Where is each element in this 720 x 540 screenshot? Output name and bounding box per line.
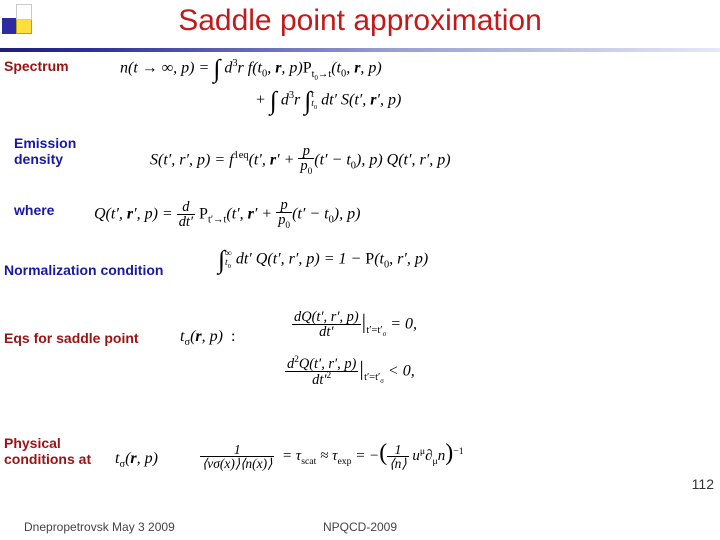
eq-saddle-deriv1: dQ(t′, r′, p)dt′|t′=t′σ = 0, <box>292 310 417 340</box>
eq-physical: 1⟨vσ(x)⟩⟨n(x)⟩ = τscat ≈ τexp = −(1⟨n⟩ u… <box>200 440 464 471</box>
title-underline <box>0 48 720 52</box>
eq-spectrum-line1: n(t → ∞, p) = ∫ d3r f(t0, r, p)Pt0→t(t0,… <box>120 58 382 82</box>
footer-conference: NPQCD-2009 <box>0 520 720 534</box>
page-number: 112 <box>692 476 714 492</box>
eq-saddle-symbol: tσ(r, p) : <box>180 328 235 348</box>
label-saddle: Eqs for saddle point <box>4 330 139 346</box>
eq-physical-symbol: tσ(r, p) <box>115 450 158 470</box>
label-physical: Physical conditions at <box>4 435 91 467</box>
eq-emission: S(t′, r′, p) = f1eq(t′, r′ + pp0(t′ − t0… <box>150 144 451 178</box>
label-emission-density: Emission density <box>14 135 76 167</box>
eq-spectrum-line2: + ∫ d3r ∫tt0 dt′ S(t′, r′, p) <box>255 90 401 110</box>
eq-where: Q(t′, r′, p) = ddt′ Pt′→t(t′, r′ + pp0(t… <box>94 198 360 232</box>
eq-normalization: ∫∞t0 dt′ Q(t′, r′, p) = 1 − P(t0, r′, p) <box>218 250 428 270</box>
eq-saddle-deriv2: d2Q(t′, r′, p)dt′2|t′=t′σ < 0, <box>285 356 415 387</box>
label-where: where <box>14 202 54 218</box>
label-normalization: Normalization condition <box>4 262 163 278</box>
label-spectrum: Spectrum <box>4 58 69 74</box>
slide-title: Saddle point approximation <box>0 4 720 38</box>
